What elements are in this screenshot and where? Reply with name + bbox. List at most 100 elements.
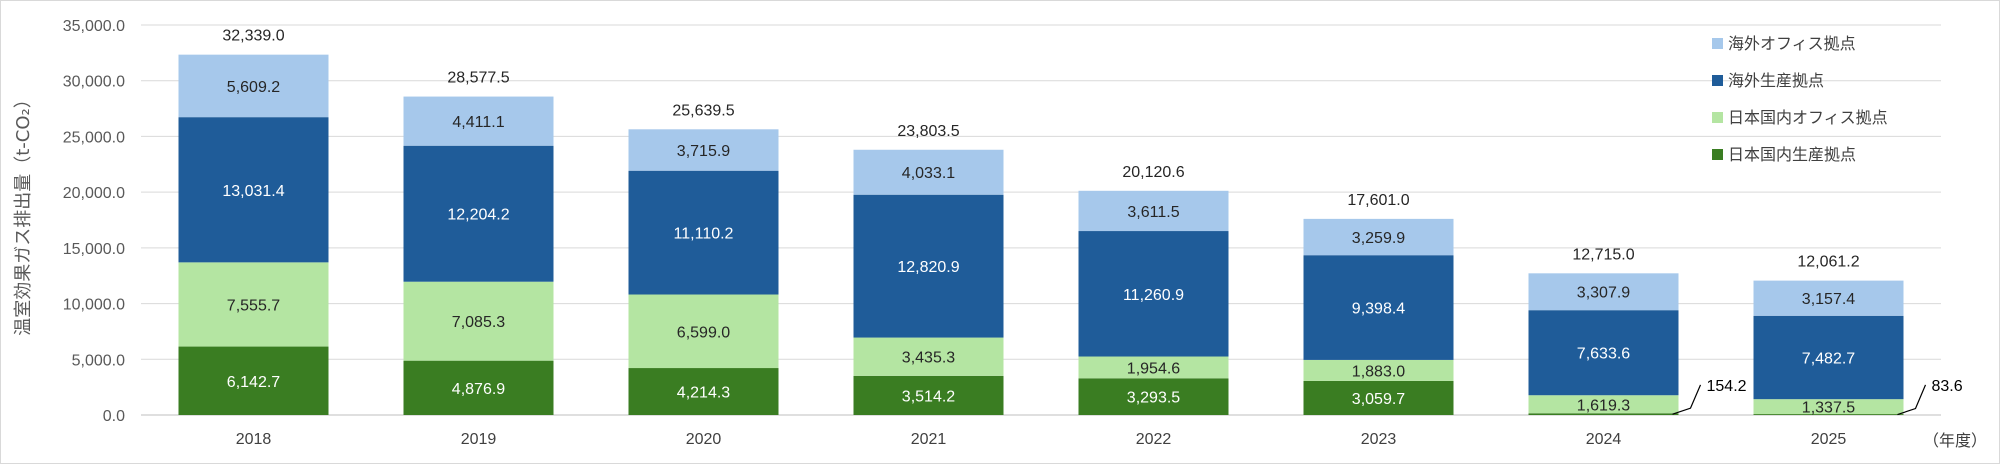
segment-value-label: 3,611.5 bbox=[1127, 204, 1179, 221]
y-tick-label: 20,000.0 bbox=[63, 185, 125, 202]
x-category-label: 2023 bbox=[1361, 431, 1397, 448]
segment-value-label: 12,204.2 bbox=[447, 207, 509, 224]
bar-segment bbox=[1303, 255, 1454, 360]
segment-value-label: 7,633.6 bbox=[1577, 346, 1630, 363]
segment-value-label: 5,609.2 bbox=[227, 79, 280, 96]
bar-segment bbox=[178, 346, 329, 415]
x-category-label: 2022 bbox=[1136, 431, 1172, 448]
total-value-label: 17,601.0 bbox=[1347, 192, 1409, 209]
y-tick-label: 15,000.0 bbox=[63, 241, 125, 258]
bar-segment bbox=[853, 149, 1004, 195]
segment-value-label: 3,059.7 bbox=[1352, 391, 1405, 408]
bars bbox=[178, 54, 1904, 415]
bar-segment bbox=[628, 368, 779, 415]
y-tick-label: 5,000.0 bbox=[72, 352, 125, 369]
x-axis-unit: （年度） bbox=[1923, 431, 1987, 450]
y-axis-ticks: 0.0 5,000.0 10,000.0 15,000.0 20,000.0 25,000… bbox=[63, 18, 125, 425]
segment-value-label: 1,337.5 bbox=[1802, 400, 1855, 417]
bar-segment bbox=[178, 54, 329, 118]
legend-entry-label: 海外オフィス拠点 bbox=[1728, 34, 1856, 53]
segment-value-label: 1,883.0 bbox=[1352, 363, 1405, 380]
bar-segment bbox=[1753, 280, 1904, 316]
legend-entry-label: 海外生産拠点 bbox=[1728, 71, 1824, 90]
bar-segment bbox=[403, 281, 554, 361]
segment-value-label: 6,142.7 bbox=[227, 374, 280, 391]
legend-swatch bbox=[1712, 38, 1723, 49]
segment-value-label: 7,555.7 bbox=[227, 297, 280, 314]
segment-value-label: 11,110.2 bbox=[674, 226, 734, 243]
bar-segment bbox=[1753, 315, 1904, 400]
segment-labels: 6,142.7 7,555.7 13,031.4 5,609.2 4,876.9 7,08… bbox=[222, 79, 1855, 417]
bar-segment bbox=[853, 337, 1004, 376]
segment-value-label: 6,599.0 bbox=[677, 324, 730, 341]
segment-value-label: 4,033.1 bbox=[902, 165, 955, 182]
segment-value-label: 3,307.9 bbox=[1577, 285, 1630, 302]
segment-value-label: 3,157.4 bbox=[1802, 291, 1855, 308]
y-tick-label: 10,000.0 bbox=[63, 297, 125, 314]
bar-segment bbox=[403, 145, 554, 282]
segment-value-label: 1,954.6 bbox=[1127, 360, 1180, 377]
bar-segment bbox=[178, 262, 329, 347]
bar-segment bbox=[853, 375, 1004, 415]
segment-value-label: 11,260.9 bbox=[1123, 287, 1184, 304]
x-category-label: 2024 bbox=[1586, 431, 1622, 448]
total-labels: 32,339.0 28,577.5 25,639.5 23,803.5 20,120.6… bbox=[222, 28, 1859, 271]
x-category-label: 2020 bbox=[686, 431, 722, 448]
bar-segment bbox=[853, 194, 1004, 338]
x-category-label: 2021 bbox=[911, 431, 947, 448]
bar-segment bbox=[628, 129, 779, 171]
bar-segment bbox=[178, 117, 329, 263]
bar-segment bbox=[403, 360, 554, 415]
segment-value-label: 3,435.3 bbox=[902, 350, 955, 367]
segment-value-label: 4,411.1 bbox=[452, 114, 504, 131]
bar-segment bbox=[1528, 413, 1679, 415]
callout-leader-line bbox=[1897, 384, 1927, 416]
bar-segment bbox=[403, 96, 554, 146]
bar-segment bbox=[1528, 273, 1679, 311]
segment-value-label: 7,482.7 bbox=[1802, 350, 1855, 367]
callout-value-label: 154.2 bbox=[1707, 378, 1747, 395]
total-value-label: 20,120.6 bbox=[1122, 164, 1184, 181]
segment-value-label: 3,259.9 bbox=[1352, 230, 1405, 247]
segment-value-label: 4,876.9 bbox=[452, 381, 505, 398]
bar-segment bbox=[1078, 190, 1229, 232]
legend-entry-label: 日本国内生産拠点 bbox=[1728, 145, 1856, 164]
bar-segment bbox=[628, 170, 779, 295]
segment-value-label: 7,085.3 bbox=[452, 314, 505, 331]
segment-value-label: 13,031.4 bbox=[222, 183, 284, 200]
bar-segment bbox=[1528, 395, 1679, 414]
y-axis-label: 温室効果ガス排出量（t-CO₂） bbox=[13, 90, 34, 336]
callout-leader-line bbox=[1672, 384, 1702, 415]
total-value-label: 25,639.5 bbox=[672, 102, 734, 119]
bar-segment bbox=[1753, 399, 1904, 415]
segment-value-label: 3,514.2 bbox=[902, 388, 955, 405]
y-tick-label: 30,000.0 bbox=[63, 74, 125, 91]
total-value-label: 32,339.0 bbox=[222, 28, 284, 45]
callouts: 154.2 83.6 bbox=[1672, 378, 1963, 416]
bar-segment bbox=[1078, 356, 1229, 379]
bar-segment bbox=[1078, 231, 1229, 357]
segment-value-label: 4,214.3 bbox=[677, 385, 730, 402]
bar-segment bbox=[1303, 359, 1454, 381]
x-category-label: 2019 bbox=[461, 431, 497, 448]
legend-entry-label: 日本国内オフィス拠点 bbox=[1728, 108, 1888, 127]
total-value-label: 28,577.5 bbox=[447, 70, 509, 87]
segment-value-label: 1,619.3 bbox=[1577, 397, 1630, 414]
callout-value-label: 83.6 bbox=[1932, 378, 1963, 395]
x-category-label: 2025 bbox=[1811, 431, 1847, 448]
x-axis-categories: 2018 2019 2020 2021 2022 2023 2024 2025 bbox=[236, 431, 1847, 448]
bar-segment bbox=[628, 294, 779, 369]
y-tick-label: 0.0 bbox=[103, 408, 125, 425]
x-category-label: 2018 bbox=[236, 431, 272, 448]
total-value-label: 12,061.2 bbox=[1797, 254, 1859, 271]
bar-segment bbox=[1303, 218, 1454, 256]
segment-value-label: 3,715.9 bbox=[677, 143, 730, 160]
total-value-label: 12,715.0 bbox=[1572, 246, 1634, 263]
y-tick-label: 25,000.0 bbox=[63, 129, 125, 146]
y-tick-label: 35,000.0 bbox=[63, 18, 125, 35]
total-value-label: 23,803.5 bbox=[897, 123, 959, 140]
segment-value-label: 9,398.4 bbox=[1352, 301, 1405, 318]
